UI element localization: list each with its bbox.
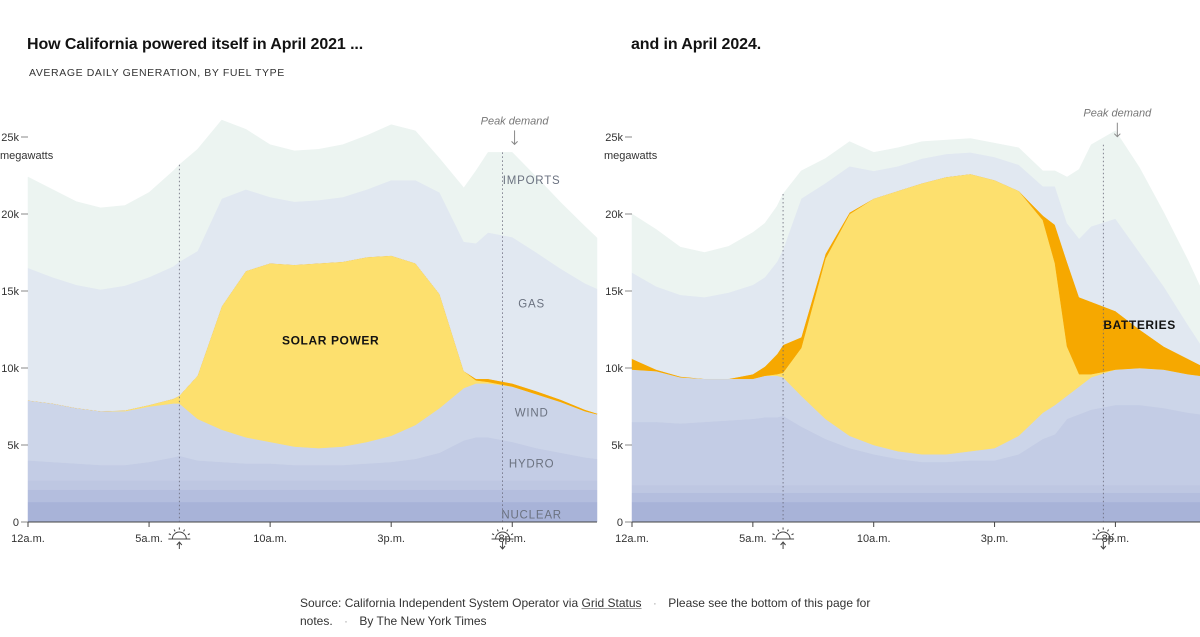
sun-ray xyxy=(1097,529,1100,532)
sun-ray xyxy=(506,529,509,532)
arrow-down-head xyxy=(499,545,506,550)
chart-title: How California powered itself in April 2… xyxy=(27,36,364,53)
sunset-icon xyxy=(491,527,514,550)
sun-ray xyxy=(1111,533,1115,536)
sun-arc xyxy=(1095,531,1111,540)
x-tick-label: 10a.m. xyxy=(253,533,287,545)
area-band-2 xyxy=(27,489,598,503)
sunrise-icon xyxy=(772,527,795,549)
y-tick-label: 20k xyxy=(1,209,19,221)
y-tick-label: 20k xyxy=(605,209,623,221)
sun-ray xyxy=(510,533,514,536)
y-tick-label: 5k xyxy=(7,440,19,452)
x-tick-label: 3p.m. xyxy=(377,533,405,545)
area-imports xyxy=(27,119,598,290)
y-tick-label: 15k xyxy=(605,286,623,298)
peak-demand-label: Peak demand xyxy=(1083,108,1152,120)
notes-text: Please see the bottom of this page for n… xyxy=(300,596,871,628)
sunrise-icon xyxy=(168,527,191,549)
x-tick-label: 3p.m. xyxy=(981,533,1009,545)
sun-ray xyxy=(183,529,186,532)
x-tick-label: 10a.m. xyxy=(857,533,891,545)
sun-ray xyxy=(786,529,789,532)
chart-title: and in April 2024. xyxy=(631,36,762,53)
x-tick-label: 12a.m. xyxy=(615,533,649,545)
source-label: Source: California Independent System Op… xyxy=(300,596,579,610)
x-tick-label: 5a.m. xyxy=(135,533,163,545)
separator-dot: · xyxy=(652,596,657,610)
series-label-gas: GAS xyxy=(518,298,545,310)
x-tick-label: 12a.m. xyxy=(11,533,45,545)
sun-ray xyxy=(173,529,176,532)
area-band-3 xyxy=(631,484,1200,493)
area-nuclear xyxy=(631,501,1200,523)
area-band-3 xyxy=(27,480,598,490)
chart-2021-svg: 0 5k 10k 15k 20k 25k megawatts 12a.m. 5a.m. 10a.m… xyxy=(0,115,598,550)
area-imports xyxy=(631,130,1200,344)
y-tick-label: 15k xyxy=(1,286,19,298)
series-label-solar: SOLAR POWER xyxy=(282,333,379,347)
peak-demand-label: Peak demand xyxy=(481,115,550,127)
sunset-icon xyxy=(1092,527,1115,550)
sun-ray xyxy=(791,533,794,536)
chart-panel-2024: and in April 2024. 0 5k 10k 15k 20k 25k megawa… xyxy=(604,0,1200,560)
sun-ray xyxy=(491,533,495,536)
series-label-batteries: BATTERIES xyxy=(1103,318,1176,332)
y-tick-label: 0 xyxy=(617,517,623,529)
chart-2024-svg: 0 5k 10k 15k 20k 25k megawatts 12a.m. 5a.m. 10a.m… xyxy=(604,108,1200,550)
arrow-down-head xyxy=(1100,545,1107,550)
y-unit-label: megawatts xyxy=(604,150,658,162)
y-tick-label: 0 xyxy=(13,517,19,529)
sun-ray xyxy=(1107,529,1110,532)
x-tick-label: 8p.m. xyxy=(1102,533,1130,545)
sun-arc xyxy=(495,531,511,540)
separator-dot: · xyxy=(344,614,349,628)
sun-ray xyxy=(1092,533,1096,536)
chart-panel-2021: How California powered itself in April 2… xyxy=(0,0,600,560)
source-note: Source: California Independent System Op… xyxy=(300,594,900,630)
x-tick-label: 5a.m. xyxy=(739,533,767,545)
y-tick-label: 10k xyxy=(1,363,19,375)
y-tick-label: 5k xyxy=(611,440,623,452)
y-tick-label: 10k xyxy=(605,363,623,375)
chart-subtitle: Average daily generation, by fuel type xyxy=(29,67,285,79)
series-label-imports: IMPORTS xyxy=(503,175,561,187)
series-label-wind: WIND xyxy=(515,408,549,420)
series-label-hydro: HYDRO xyxy=(509,458,555,470)
sun-ray xyxy=(168,533,172,536)
y-tick-label: 25k xyxy=(605,132,623,144)
sun-ray xyxy=(187,533,191,536)
sun-ray xyxy=(772,533,775,536)
series-label-nuclear: NUCLEAR xyxy=(501,509,562,521)
peak-demand-arrow-head xyxy=(1113,133,1121,138)
arrow-up-head xyxy=(780,541,786,546)
sun-arc xyxy=(775,531,791,540)
byline: By The New York Times xyxy=(359,614,487,628)
sun-arc xyxy=(171,531,187,540)
arrow-up-head xyxy=(176,541,183,546)
peak-demand-arrow-head xyxy=(511,141,518,146)
source-link[interactable]: Grid Status xyxy=(581,596,642,610)
sun-ray xyxy=(496,529,499,532)
sun-ray xyxy=(777,529,780,532)
area-band-2 xyxy=(631,492,1200,503)
y-unit-label: megawatts xyxy=(0,150,54,162)
y-tick-label: 25k xyxy=(1,132,19,144)
